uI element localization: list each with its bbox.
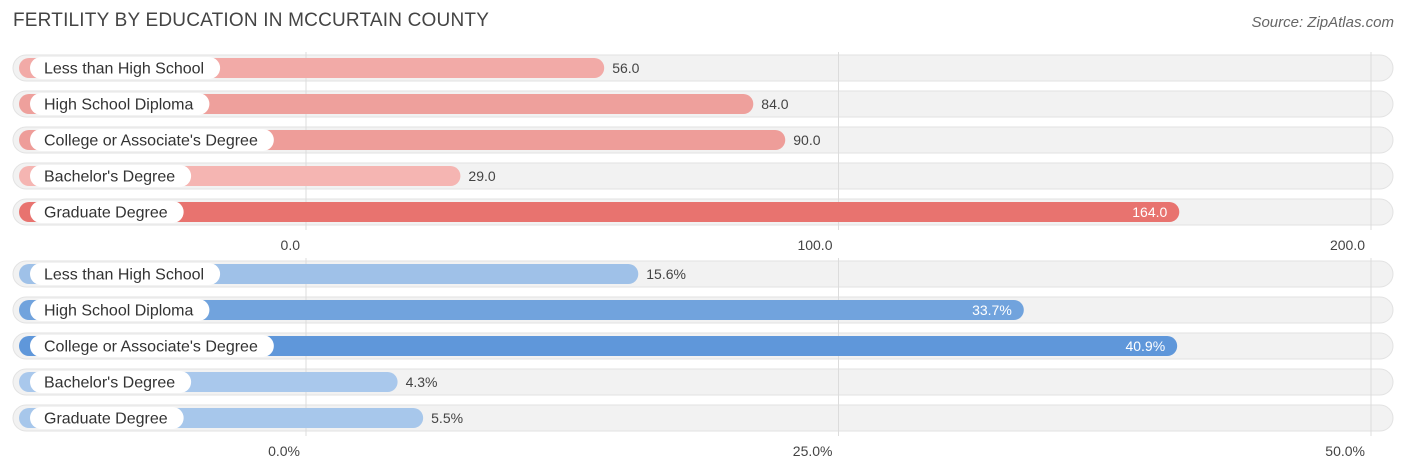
bar-college-or-associates-degree <box>19 336 1178 356</box>
value-label-bachelors-degree: 29.0 <box>468 168 495 184</box>
tick-label: 200.0 <box>1330 237 1365 253</box>
value-label-less-than-high-school: 56.0 <box>612 60 639 76</box>
tick-label: 25.0% <box>793 443 833 459</box>
bar-graduate-degree <box>19 202 1180 222</box>
value-label-graduate-degree: 5.5% <box>431 410 463 426</box>
category-label-high-school-diploma: High School Diploma <box>44 303 194 320</box>
value-label-college-or-associates-degree: 40.9% <box>1125 338 1165 354</box>
category-pill <box>30 299 210 321</box>
bar-high-school-diploma <box>19 300 1024 320</box>
category-pill <box>30 93 210 115</box>
value-label-bachelors-degree: 4.3% <box>406 374 438 390</box>
tick-label: 50.0% <box>1325 443 1365 459</box>
value-label-graduate-degree: 164.0 <box>1132 204 1167 220</box>
category-label-less-than-high-school: Less than High School <box>44 61 204 78</box>
category-label-less-than-high-school: Less than High School <box>44 267 204 284</box>
category-label-bachelors-degree: Bachelor's Degree <box>44 375 175 392</box>
category-label-bachelors-degree: Bachelor's Degree <box>44 169 175 186</box>
value-label-less-than-high-school: 15.6% <box>646 266 686 282</box>
category-pill <box>30 371 192 393</box>
category-label-high-school-diploma: High School Diploma <box>44 97 194 114</box>
category-label-graduate-degree: Graduate Degree <box>44 205 168 222</box>
chart-panel-1: Less than High School 56.0 High School Dip… <box>12 52 1394 253</box>
chart-title: FERTILITY BY EDUCATION IN MCCURTAIN COUN… <box>13 10 490 31</box>
category-pill <box>30 165 192 187</box>
category-pill <box>30 201 184 223</box>
category-pill <box>30 335 274 357</box>
tick-label: 0.0 <box>281 237 301 253</box>
category-label-graduate-degree: Graduate Degree <box>44 411 168 428</box>
value-label-high-school-diploma: 33.7% <box>972 302 1012 318</box>
chart-panel-2: Less than High School 15.6% High School Di… <box>12 258 1394 459</box>
category-pill <box>30 57 221 79</box>
category-pill <box>30 263 221 285</box>
category-pill <box>30 129 274 151</box>
value-label-high-school-diploma: 84.0 <box>761 96 788 112</box>
tick-label: 0.0% <box>268 443 300 459</box>
category-label-college-or-associates-degree: College or Associate's Degree <box>44 133 258 150</box>
tick-label: 100.0 <box>797 237 832 253</box>
category-pill <box>30 407 184 429</box>
value-label-college-or-associates-degree: 90.0 <box>793 132 820 148</box>
category-label-college-or-associates-degree: College or Associate's Degree <box>44 339 258 356</box>
source-credit: Source: ZipAtlas.com <box>1251 14 1394 31</box>
